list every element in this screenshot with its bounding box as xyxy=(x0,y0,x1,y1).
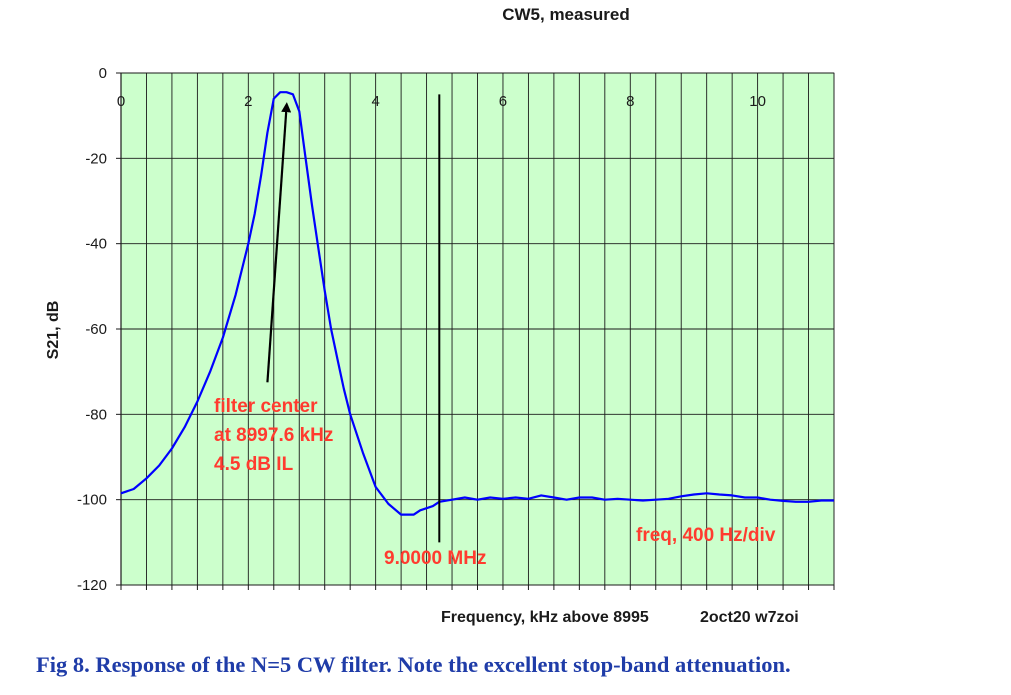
y-tick-label: -100 xyxy=(77,492,107,509)
y-tick-label: -80 xyxy=(85,406,107,423)
annotation-freq-scale: freq, 400 Hz/div xyxy=(636,525,776,546)
annotations: filter center at 8997.6 kHz 4.5 dB IL 9.000… xyxy=(214,396,776,569)
annotation-insertion-loss: 4.5 dB IL xyxy=(214,454,294,475)
chart: CW5, measured 0 2 4 6 8 10 0 -20 -40 -60 -80 -100 -… xyxy=(45,5,835,626)
y-tick-label: -60 xyxy=(85,321,107,338)
x-axis-label: Frequency, kHz above 8995 xyxy=(441,609,649,626)
annotation-filter-center: filter center xyxy=(214,396,318,417)
x-tick-label: 8 xyxy=(626,93,634,110)
x-tick-label: 6 xyxy=(499,93,507,110)
x-tick-label: 0 xyxy=(117,93,125,110)
y-tick-label: -120 xyxy=(77,577,107,594)
x-tick-labels: 0 2 4 6 8 10 xyxy=(117,93,766,110)
y-axis-label: S21, dB xyxy=(45,301,62,360)
chart-title: CW5, measured xyxy=(502,5,630,24)
arrow-to-peak xyxy=(266,102,292,383)
x-axis-label-note: 2oct20 w7zoi xyxy=(700,609,799,626)
y-tick-label: -40 xyxy=(85,236,107,253)
figure-caption: Fig 8. Response of the N=5 CW filter. No… xyxy=(36,652,791,677)
annotation-9mhz: 9.0000 MHz xyxy=(384,548,486,569)
annotation-center-frequency: at 8997.6 kHz xyxy=(214,425,333,446)
x-tick-label: 2 xyxy=(244,93,252,110)
x-tick-label: 10 xyxy=(749,93,766,110)
y-tick-label: 0 xyxy=(99,65,107,82)
y-tick-label: -20 xyxy=(85,150,107,167)
y-tick-labels: 0 -20 -40 -60 -80 -100 -120 xyxy=(77,65,107,594)
series-line xyxy=(120,91,834,516)
x-tick-label: 4 xyxy=(371,93,379,110)
